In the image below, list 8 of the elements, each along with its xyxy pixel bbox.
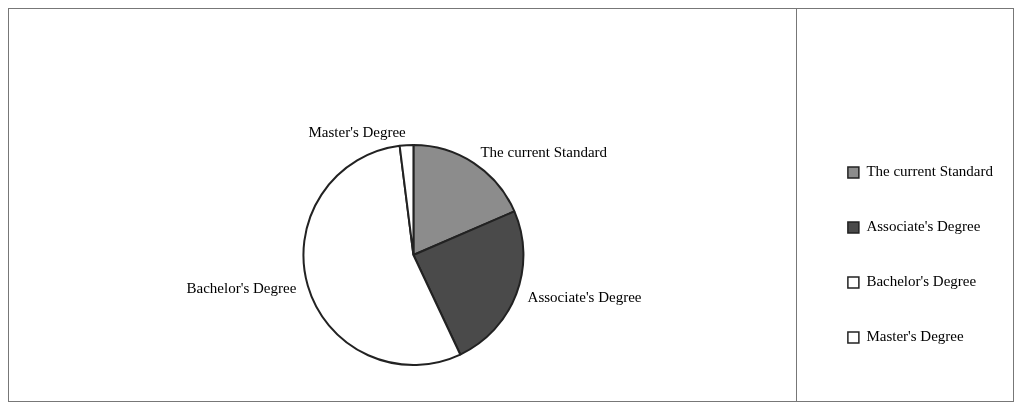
slice-label: Bachelor's Degree [186,279,297,296]
slice-label: The current Standard [480,143,608,160]
slice-label: Associate's Degree [527,289,642,306]
legend-label: Bachelor's Degree [866,273,977,290]
slice-label: Master's Degree [308,124,407,141]
legend-label: The current Standard [866,163,994,180]
legend-label: Master's Degree [866,328,964,345]
legend-label: Associate's Degree [866,218,981,235]
